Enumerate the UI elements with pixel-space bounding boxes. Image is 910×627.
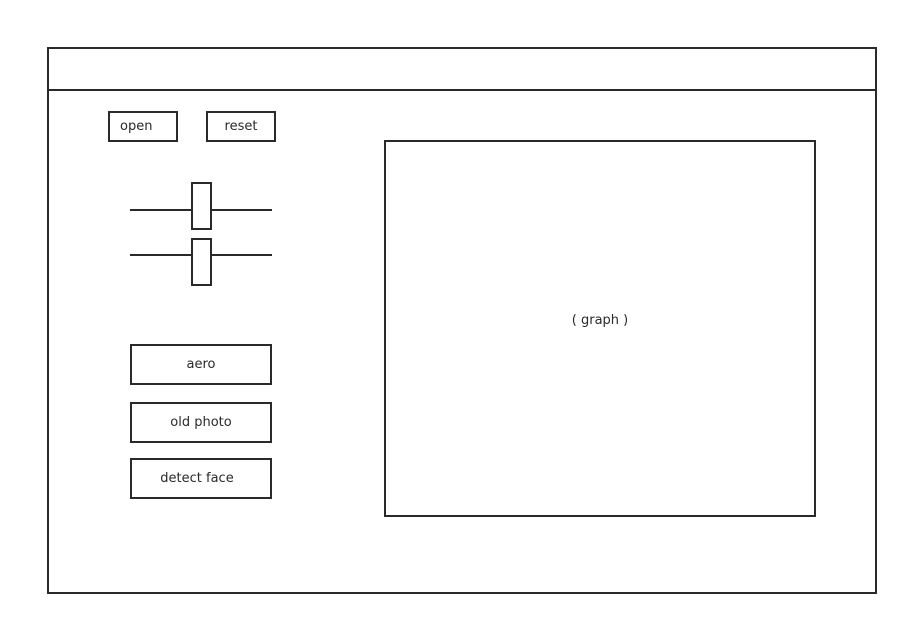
title-bar [49,49,875,91]
aero-button[interactable]: aero [130,344,272,385]
old-photo-button[interactable]: old photo [130,402,272,443]
detect-face-button[interactable]: detect face [130,458,272,499]
app-window: open reset aero old photo detect face ( … [47,47,877,594]
slider-2-thumb[interactable] [191,238,212,286]
slider-1[interactable] [130,182,272,230]
reset-button[interactable]: reset [206,111,276,142]
slider-2[interactable] [130,238,272,286]
open-button[interactable]: open [108,111,178,142]
slider-1-thumb[interactable] [191,182,212,230]
graph-placeholder-label: ( graph ) [571,313,629,328]
graph-panel: ( graph ) [384,140,816,517]
